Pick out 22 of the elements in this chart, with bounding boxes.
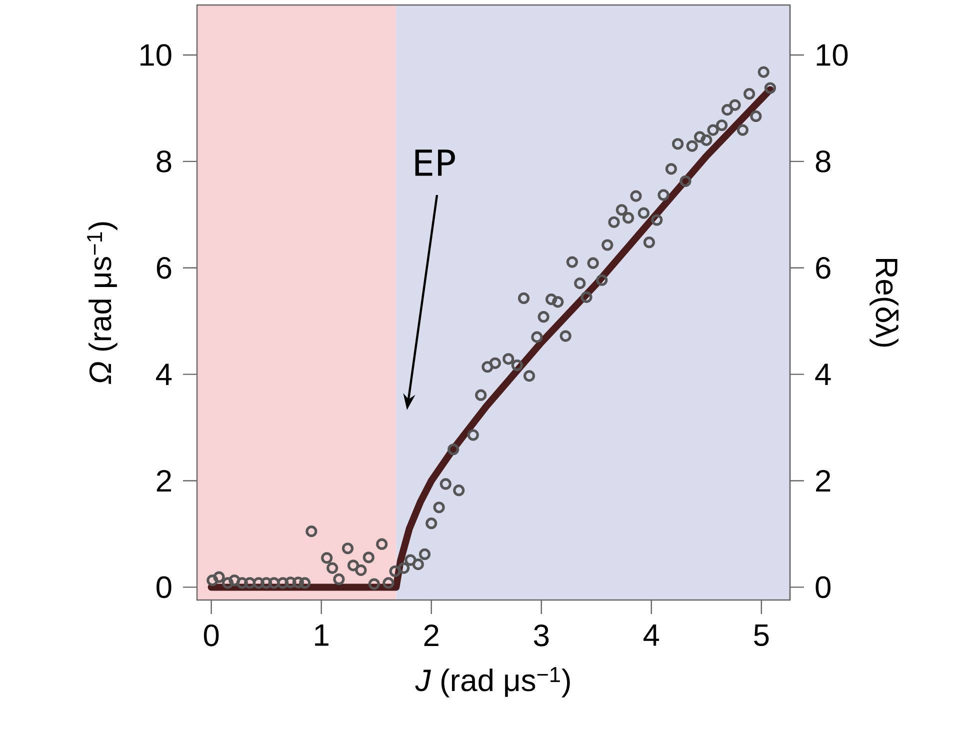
x-tick-label: 0	[204, 624, 219, 646]
x-tick-label: 3	[534, 624, 549, 646]
x-axis-title: J (rad μs$^{−1}$)	[415, 667, 570, 698]
x-tick-label: 2	[424, 624, 438, 646]
y2-tick-label: 2	[816, 470, 830, 492]
x-tick-label: 1	[315, 624, 328, 646]
y-tick-label: 4	[156, 364, 172, 385]
y2-tick-label: 10	[816, 44, 848, 66]
y-tick-label: 8	[156, 150, 172, 172]
y-axis-title: Ω (rad μs$^{−1}$)	[87, 222, 118, 384]
y-tick-label: 0	[156, 576, 172, 598]
y-tick-label: 2	[156, 470, 171, 492]
y2-tick-label: 0	[816, 576, 830, 598]
y-tick-label: 6	[156, 256, 172, 279]
annotation: EP	[415, 150, 455, 176]
x-tick-label: 4	[644, 624, 660, 646]
y2-tick-label: 8	[816, 150, 830, 172]
x-tick-label: 5	[754, 624, 769, 646]
y2-tick-label: 4	[815, 364, 831, 385]
y2-axis-title: Re(δλ)	[870, 258, 898, 347]
y2-tick-label: 6	[816, 256, 830, 279]
y-tick-label: 10	[140, 44, 172, 66]
